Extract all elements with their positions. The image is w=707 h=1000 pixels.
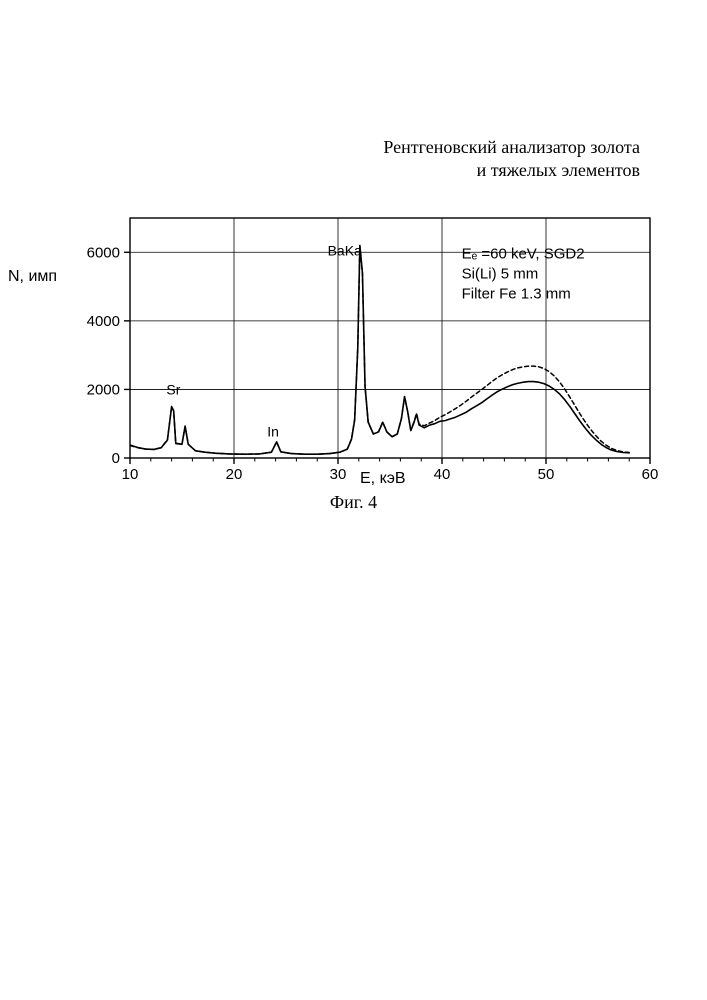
page-title-line2: и тяжелых элементов xyxy=(477,160,640,180)
ytick-label: 0 xyxy=(112,450,120,467)
info-box-line-2: Filter Fe 1.3 mm xyxy=(462,286,571,303)
ytick-label: 6000 xyxy=(87,244,120,261)
xtick-label: 40 xyxy=(434,466,451,483)
page: Рентгеновский анализатор золота и тяжелы… xyxy=(0,0,707,1000)
chart-svg: 10 20 30 40 50 60 0 2000 4000 6000 Sr In BaKa Eₑ =60 … xyxy=(70,210,660,490)
xtick-label: 60 xyxy=(642,466,659,483)
page-title: Рентгеновский анализатор золота и тяжелы… xyxy=(0,136,640,181)
xtick-label: 20 xyxy=(226,466,243,483)
ytick-label: 2000 xyxy=(87,381,120,398)
ytick-label: 4000 xyxy=(87,313,120,330)
xtick-label: 30 xyxy=(330,466,347,483)
annotation-Sr: Sr xyxy=(166,382,180,398)
info-box-line-1: Si(Li) 5 mm xyxy=(462,266,539,283)
page-title-line1: Рентгеновский анализатор золота xyxy=(383,137,640,157)
xtick-label: 10 xyxy=(122,466,139,483)
figure-caption: Фиг. 4 xyxy=(0,492,707,513)
info-box-line-0: Eₑ =60 keV, SGD2 xyxy=(462,246,585,263)
y-axis-title: N, имп xyxy=(8,268,57,286)
xtick-label: 50 xyxy=(538,466,555,483)
annotation-BaKa: BaKa xyxy=(328,243,362,259)
annotation-In: In xyxy=(267,424,279,440)
chart: 10 20 30 40 50 60 0 2000 4000 6000 Sr In BaKa Eₑ =60 … xyxy=(70,210,660,490)
